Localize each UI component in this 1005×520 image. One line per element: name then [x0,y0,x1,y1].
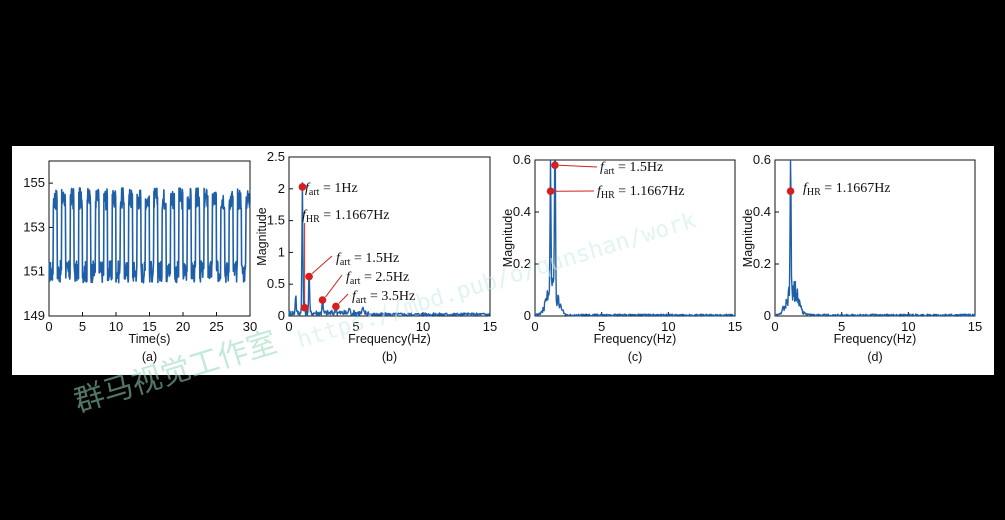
x-tick-label: 5 [79,319,86,334]
x-tick-label: 5 [838,319,845,334]
x-axis-label: Frequency(Hz) [834,332,917,346]
y-tick-label: 0 [764,308,771,323]
x-tick-label: 15 [728,319,742,334]
annotation-arrow [301,186,307,189]
axes-frame [534,159,736,317]
watermark-group: https://mbd.pub/o/qunshan/work 群马视觉工作室 [70,207,699,419]
x-tick-label: 0 [45,319,52,334]
y-axis-label: Magnitude [255,207,269,265]
peak-marker [298,183,307,191]
panel-label: (c) [628,350,643,364]
data-line [48,187,251,284]
panel-label: (b) [382,350,397,364]
peak-annotation: fHR = 1.1667Hz [302,208,390,225]
x-tick-label: 15 [142,319,156,334]
y-tick-label: 0.2 [513,256,531,271]
x-tick-label: 0 [771,319,778,334]
watermark-text: 群马视觉工作室 [70,325,281,420]
x-tick-label: 10 [109,319,123,334]
peak-marker [305,272,313,281]
chart-c: 0 5 10 15 0 0.2 0.4 0.6 Frequency(Hz) Magnitude (c… [501,152,742,364]
x-tick-label: 25 [209,319,223,334]
peak-marker [786,187,795,195]
y-tick-label: 0.5 [267,276,285,291]
y-tick-label: 149 [23,308,45,323]
figure-panel [12,146,994,375]
data-line [534,159,736,317]
y-tick-label: 0.6 [753,152,771,167]
x-tick-label: 20 [176,319,190,334]
x-axis-label: Frequency(Hz) [594,332,677,346]
y-tick-label: 2 [278,181,285,196]
x-tick-label: 10 [901,319,915,334]
panel-label: (a) [142,350,157,364]
annotation-arrow [325,274,343,298]
x-axis-label: Time(s) [129,332,171,346]
y-tick-label: 1.5 [267,213,285,228]
x-tick-label: 10 [416,319,430,334]
y-tick-label: 0 [278,308,285,323]
peak-marker [551,161,559,169]
data-line [774,159,976,317]
x-tick-label: 5 [352,319,359,334]
peak-marker [318,296,327,304]
y-tick-label: 0.4 [513,204,531,219]
chart-b: 0 5 10 15 0 0.5 1 1.5 2 2.5 Frequency(Hz) Magnitude… [255,149,497,364]
y-tick-label: 1 [278,244,285,259]
peak-marker [300,303,309,312]
x-tick-label: 15 [483,319,497,334]
annotation-arrow [311,255,333,274]
y-axis-label: Magnitude [741,209,755,267]
x-tick-label: 5 [598,319,605,334]
chart-a: 0 5 10 15 20 25 30 149 151 153 155 Time(s) (a) [23,160,257,364]
annotation-arrow [558,164,598,168]
peak-annotation: fHR = 1.1667Hz [803,181,891,198]
annotation-arrow [338,293,349,304]
peak-annotation: fart = 1.5Hz [336,251,399,268]
y-tick-label: 151 [23,264,45,279]
peak-annotation: fart = 1Hz [305,181,358,198]
x-tick-label: 15 [968,319,982,334]
axes-frame [774,159,976,317]
y-tick-label: 155 [23,175,45,190]
peak-marker [546,187,555,195]
y-tick-label: 0.6 [513,152,531,167]
x-tick-label: 10 [661,319,675,334]
peak-annotation: fart = 2.5Hz [346,270,409,287]
peak-marker [332,302,340,311]
chart-d: 0 5 10 15 0 0.2 0.4 0.6 Frequency(Hz) Magnitude (d… [741,152,982,364]
y-tick-label: 153 [23,219,45,234]
y-tick-label: 0.4 [753,204,771,219]
peak-annotation: fHR = 1.1667Hz [597,184,685,201]
peak-annotation: fart = 3.5Hz [352,289,415,306]
x-axis-label: Frequency(Hz) [348,332,431,346]
x-tick-label: 0 [285,319,292,334]
y-tick-label: 0 [524,308,531,323]
y-tick-label: 2.5 [267,149,285,164]
y-tick-label: 0.2 [753,256,771,271]
peak-annotation: fart = 1.5Hz [600,160,663,177]
panel-label: (d) [867,350,882,364]
x-tick-label: 30 [243,319,257,334]
x-tick-label: 0 [531,319,538,334]
y-axis-label: Magnitude [501,209,515,267]
